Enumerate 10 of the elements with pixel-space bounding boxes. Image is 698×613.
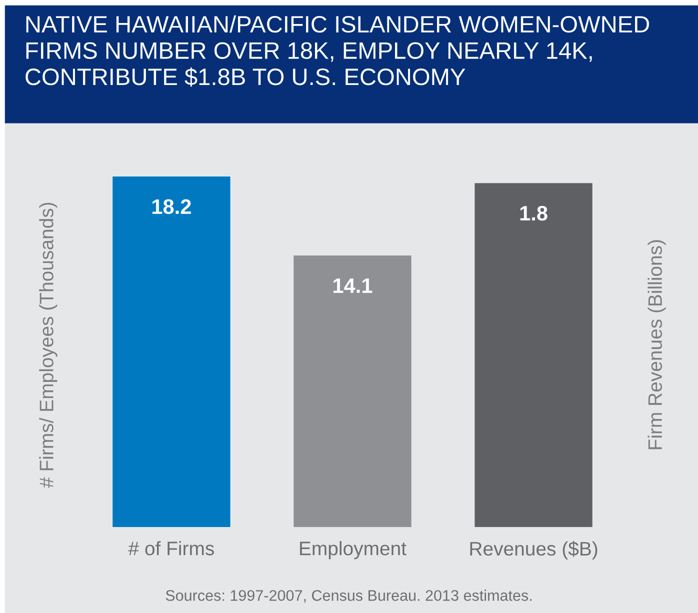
x-tick-label: Employment	[300, 541, 406, 560]
data-label: 14.1	[334, 278, 372, 293]
x-tick-label: Revenues ($B)	[470, 541, 598, 560]
data-label: 1.8	[520, 206, 548, 221]
chart-title: NATIVE HAWAIIAN/PACIFIC ISLANDER WOMEN-OWNED FIRMS NUMBER OVER 18K, EMPLOY NEARLY 14K, CONTRIBUTE $1.8B TO U.S. ECONOMY	[26, 15, 650, 87]
source-note: Sources: 1997-2007, Census Bureau. 2013 estimates.	[166, 590, 532, 603]
y-axis-title: # Firms/ Employees (Thousands)	[39, 202, 58, 488]
y2-axis-title: Firm Revenues (Billions)	[648, 240, 666, 450]
data-label: 18.2	[152, 199, 191, 214]
x-tick-label: # of Firms	[128, 541, 214, 556]
